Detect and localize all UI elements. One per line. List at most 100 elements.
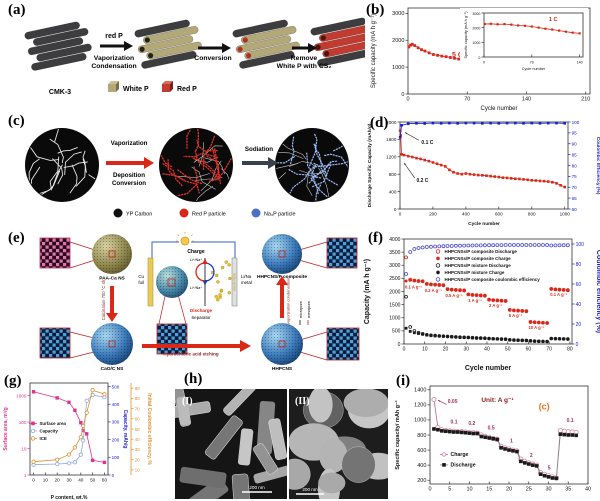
svg-text:100: 100 xyxy=(112,455,120,460)
svg-text:Specific capacity (mA h g⁻¹): Specific capacity (mA h g⁻¹) xyxy=(371,14,377,88)
svg-text:400: 400 xyxy=(389,189,397,194)
svg-text:HHPCNSs/P composite Discharge: HHPCNSs/P composite Discharge xyxy=(445,249,518,254)
panel-label-h: (h) xyxy=(184,371,203,387)
series-0 xyxy=(398,129,567,189)
svg-text:200: 200 xyxy=(417,478,426,484)
legend: Charge Discharge xyxy=(440,452,476,469)
svg-text:0: 0 xyxy=(112,473,115,478)
svg-text:20: 20 xyxy=(135,457,141,462)
label-discharge: Discharge xyxy=(190,308,213,313)
red-p-cube-icon xyxy=(162,81,173,92)
label-composite: HHPCNS/P composite xyxy=(257,274,307,280)
label-condensation: Condensation xyxy=(91,63,136,70)
svg-text:50: 50 xyxy=(505,347,511,353)
label-white-p: White P xyxy=(123,86,149,93)
svg-text:100: 100 xyxy=(576,242,585,248)
svg-text:Capacity (mA h g⁻¹): Capacity (mA h g⁻¹) xyxy=(364,259,371,324)
svg-text:1000: 1000 xyxy=(16,393,27,398)
svg-text:1: 1 xyxy=(510,439,513,445)
sphere-paa-ca xyxy=(92,234,132,274)
carbon-sphere-diagrams xyxy=(25,128,349,202)
svg-text:65: 65 xyxy=(572,196,578,201)
label-remove-1: Remove xyxy=(291,55,318,62)
svg-text:1: 1 xyxy=(24,473,27,478)
bulb-icon xyxy=(176,232,194,246)
svg-text:400: 400 xyxy=(417,463,426,469)
label-hhpcns: HHPCNS xyxy=(272,366,293,372)
legend: HHPCNSs/P composite Discharge HHPCNSs/P c… xyxy=(435,249,540,282)
chart-f: 0 10 20 30 40 50 60 70 8005001000150020002500300… xyxy=(364,237,600,372)
series-0 xyxy=(483,22,581,35)
sem-sub-label-2: (II) xyxy=(295,396,309,407)
svg-text:Initial Coulombic efficiency,: Initial Coulombic efficiency, % xyxy=(146,393,152,465)
chart-f-rate: 0 10 20 30 40 50 60 70 8005001000150020002500300… xyxy=(364,237,600,372)
series-0 xyxy=(31,390,107,465)
svg-text:60: 60 xyxy=(135,417,141,422)
legend: Surface area Capacity ICE xyxy=(29,421,66,441)
svg-text:0: 0 xyxy=(32,478,35,483)
chart-b_inset: 0 70 140 0 1000 2000 3000 Cycle number Specific … xyxy=(460,8,588,72)
svg-text:90: 90 xyxy=(572,142,578,147)
svg-text:0: 0 xyxy=(478,56,480,60)
panel-e: (e) xyxy=(0,228,365,373)
svg-text:400: 400 xyxy=(112,402,120,407)
label-remove-2: White P with CS₂ xyxy=(277,63,332,70)
svg-text:140: 140 xyxy=(522,97,531,103)
svg-text:ICE: ICE xyxy=(40,436,47,441)
svg-text:75: 75 xyxy=(572,174,578,179)
chart-d: 0 200 400 600 800 1000 0 400 800 1200 1600 2000 60 65… xyxy=(367,120,600,227)
chart-g-p-content: 0 10 20 30 40 50 60 1 10 100 1000 0 100 200 300 400 500 1… xyxy=(3,382,152,501)
svg-text:600: 600 xyxy=(417,448,426,454)
svg-text:Unit: A g⁻¹: Unit: A g⁻¹ xyxy=(481,397,513,404)
panel-i: (i) 0 5 10 15 20 25 30 35 40 200 400 600 800 1000 1200… xyxy=(388,373,600,501)
svg-text:80: 80 xyxy=(576,262,582,268)
svg-text:2 A g⁻¹: 2 A g⁻¹ xyxy=(489,303,503,308)
series-2 xyxy=(31,388,107,464)
svg-text:70: 70 xyxy=(546,347,552,353)
schematic-yp-carbon: Vaporization Deposition Conversion Sodia… xyxy=(25,128,349,218)
svg-text:800: 800 xyxy=(528,212,536,217)
svg-text:30: 30 xyxy=(66,478,72,483)
label-micropore: micropore xyxy=(299,301,303,318)
scale-bar-1-label: 200 nm xyxy=(249,485,264,490)
label-na3p-particle: Na₃P particle xyxy=(264,212,295,218)
label-red-p-particle: Red P particle xyxy=(192,212,226,218)
svg-text:85: 85 xyxy=(572,152,578,157)
svg-text:10: 10 xyxy=(21,446,27,451)
svg-text:1200: 1200 xyxy=(386,155,397,160)
svg-text:0: 0 xyxy=(576,342,579,348)
svg-text:40: 40 xyxy=(585,487,591,493)
label-vaporization-c: Vaporization xyxy=(111,140,148,147)
svg-text:Capacity, mAh/g: Capacity, mAh/g xyxy=(122,410,128,449)
svg-text:1000: 1000 xyxy=(472,41,480,45)
chart-g: 0 10 20 30 40 50 60 1 10 100 1000 0 100 200 300 400 500 1… xyxy=(3,382,152,501)
svg-text:500: 500 xyxy=(112,384,120,389)
svg-text:90: 90 xyxy=(135,386,141,391)
svg-text:2000: 2000 xyxy=(389,289,400,295)
electrolyte-ions xyxy=(210,260,232,302)
svg-text:1 C: 1 C xyxy=(549,17,558,23)
svg-text:3500: 3500 xyxy=(389,250,400,256)
label-conversion-c: Conversion xyxy=(112,180,146,187)
svg-text:1500: 1500 xyxy=(389,302,400,308)
svg-text:300: 300 xyxy=(112,420,120,425)
label-ion-top: Li⁺/Na⁺ xyxy=(190,258,202,262)
yp-carbon-icon xyxy=(113,208,123,218)
label-separator: Separator xyxy=(191,315,211,320)
label-lina-1: Li/Na xyxy=(241,274,252,279)
label-mesopore: mesopore xyxy=(307,301,311,318)
svg-text:Coulombic Efficiency (%): Coulombic Efficiency (%) xyxy=(595,137,600,195)
na3p-particle-icon xyxy=(251,208,261,218)
sem-2-particles xyxy=(289,389,388,499)
svg-text:140: 140 xyxy=(577,61,583,65)
svg-text:50: 50 xyxy=(90,478,96,483)
cu-foil-electrode xyxy=(147,257,154,307)
svg-text:20: 20 xyxy=(506,487,512,493)
svg-text:0.5: 0.5 xyxy=(488,426,495,432)
svg-text:1000: 1000 xyxy=(392,65,404,71)
chart-d-long-cycling: 0 200 400 600 800 1000 0 400 800 1200 1600 2000 60 65… xyxy=(367,120,600,227)
svg-text:20: 20 xyxy=(55,478,61,483)
svg-text:40: 40 xyxy=(78,478,84,483)
white-p-cube-icon xyxy=(108,81,119,92)
svg-text:1000: 1000 xyxy=(560,212,571,217)
